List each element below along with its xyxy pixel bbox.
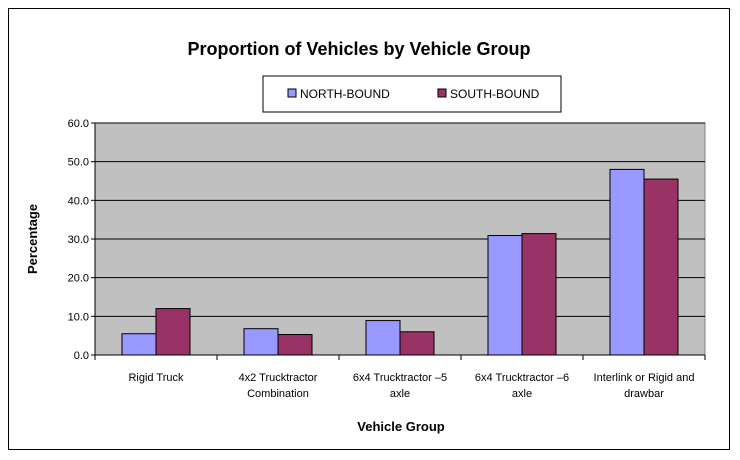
bar-north-bound-3 (365, 320, 401, 356)
bar-north-bound-1 (121, 333, 157, 356)
y-tick-label: 10.0 (68, 311, 89, 323)
x-tick-label-line: axle (390, 388, 410, 400)
y-tick-labels: 0.0 10.0 20.0 30.0 40.0 50.0 60.0 (68, 118, 95, 362)
bar-south-bound-4 (521, 233, 557, 356)
x-tick-labels: Rigid Truck 4x2 Trucktractor Combination 6x… (94, 355, 706, 400)
bar-north-bound-2 (243, 328, 279, 356)
bar-south-bound-1 (155, 308, 191, 356)
y-tick-label: 20.0 (68, 273, 89, 285)
bar-south-bound-2 (277, 334, 313, 356)
x-tick-label: Rigid Truck (128, 372, 184, 384)
legend-swatch (287, 88, 297, 98)
x-tick-label-line: 6x4 Trucktractor –5 (353, 372, 447, 384)
x-tick-label: 6x4 Trucktractor –5 axle (353, 372, 447, 400)
y-tick-label: 40.0 (68, 195, 89, 207)
y-tick-label: 30.0 (68, 234, 89, 246)
legend: NORTH-BOUND SOUTH-BOUND (262, 75, 562, 113)
gridlines (95, 122, 705, 317)
legend-box (262, 75, 562, 113)
y-tick-label: 50.0 (68, 157, 89, 169)
x-tick-label-line: Combination (247, 388, 309, 400)
x-tick-label-line: drawbar (624, 388, 664, 400)
y-tick-label: 60.0 (68, 118, 89, 130)
bar-north-bound-5 (609, 168, 645, 356)
bar-chart: Proportion of Vehicles by Vehicle Group … (25, 39, 706, 434)
y-axis-label: Percentage (25, 204, 40, 274)
legend-label: NORTH-BOUND (300, 87, 390, 101)
x-tick-label-line: 4x2 Trucktractor (239, 372, 318, 384)
x-tick-label: 6x4 Trucktractor –6 axle (475, 372, 569, 400)
legend-swatch (437, 88, 447, 98)
y-tick-label: 0.0 (74, 350, 89, 362)
bars (121, 168, 679, 356)
x-tick-label-line: Rigid Truck (128, 372, 184, 384)
x-axis-label: Vehicle Group (357, 419, 444, 434)
bar-south-bound-5 (643, 178, 679, 356)
chart-title: Proportion of Vehicles by Vehicle Group (187, 39, 530, 59)
x-tick-label: Interlink or Rigid and drawbar (594, 372, 695, 400)
x-tick-label: 4x2 Trucktractor Combination (239, 372, 318, 400)
x-tick-label-line: 6x4 Trucktractor –6 (475, 372, 569, 384)
bar-north-bound-4 (487, 235, 523, 356)
chart-frame: Proportion of Vehicles by Vehicle Group … (8, 8, 730, 450)
legend-label: SOUTH-BOUND (450, 87, 540, 101)
x-tick-label-line: Interlink or Rigid and (594, 372, 695, 384)
bar-south-bound-3 (399, 331, 435, 356)
x-tick-label-line: axle (512, 388, 532, 400)
